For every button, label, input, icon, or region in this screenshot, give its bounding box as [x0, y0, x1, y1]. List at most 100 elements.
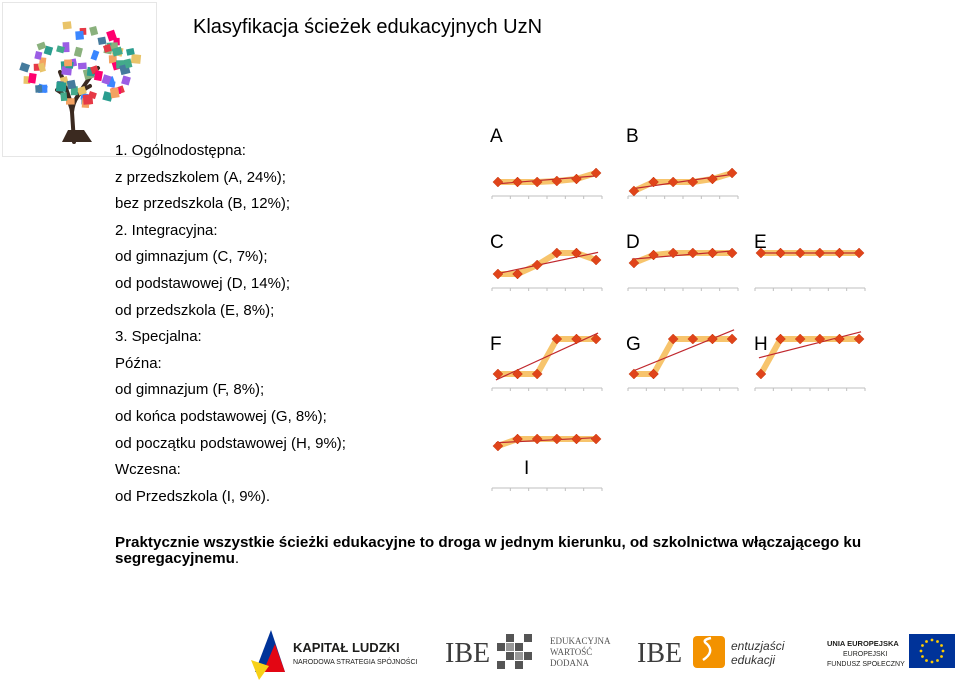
data-point — [707, 173, 718, 185]
data-point — [551, 433, 563, 445]
ew-line1: EDUKACYJNA — [550, 636, 611, 646]
data-point — [492, 368, 504, 380]
ibe-text-2: IBE — [637, 638, 682, 669]
chart-label: H — [754, 334, 768, 355]
chart-label: F — [490, 334, 502, 355]
classification-list: 1. Ogólnodostępna: z przedszkolem (A, 24%… — [115, 138, 346, 510]
kapital-ludzki-logo: KAPITAŁ LUDZKI NARODOWA STRATEGIA SPÓJNO… — [251, 630, 418, 680]
data-point — [571, 433, 582, 445]
data-point — [590, 167, 602, 179]
page-title: Klasyfikacja ścieżek edukacyjnych UzN — [193, 16, 543, 38]
data-point — [492, 440, 504, 452]
ew-line3: DODANA — [550, 658, 589, 668]
data-point — [551, 175, 563, 187]
ibe-ewd-logo: IBE EDUKACYJNA WARTOŚĆ DODANA — [445, 634, 611, 669]
list-item: od gimnazjum (C, 7%); — [115, 248, 268, 266]
list-item: od Przedszkola (I, 9%). — [115, 487, 271, 505]
conclusion-text: Praktycznie wszystkie ścieżki edukacyjne… — [115, 535, 950, 567]
data-point — [512, 176, 523, 188]
eu-logo: UNIA EUROPEJSKA EUROPEJSKI FUNDUSZ SPOŁE… — [827, 634, 955, 668]
ent-line1: entuzjaści — [731, 639, 785, 653]
chart-panel-f: F — [490, 332, 603, 391]
data-point — [628, 257, 640, 269]
trend-line — [631, 329, 735, 373]
data-point — [794, 333, 806, 345]
data-point — [853, 247, 865, 259]
data-point — [707, 333, 718, 345]
conclusion-rest: . — [234, 550, 240, 567]
data-point — [775, 333, 786, 345]
trend-line — [495, 332, 599, 381]
ibe-text-1: IBE — [445, 638, 490, 669]
data-point — [492, 176, 504, 188]
chart-panel-h: H — [754, 331, 866, 391]
data-point — [531, 433, 543, 445]
list-item: 1. Ogólnodostępna: — [115, 142, 246, 159]
data-point — [551, 247, 563, 259]
data-point — [531, 368, 543, 380]
data-point — [687, 247, 699, 259]
data-point — [814, 247, 826, 259]
data-point — [648, 368, 659, 380]
list-item: Wczesna: — [115, 461, 181, 479]
data-point — [628, 368, 640, 380]
kl-line2: NARODOWA STRATEGIA SPÓJNOŚCI — [293, 657, 418, 666]
list-item: od przedszkola (E, 8%); — [115, 301, 275, 319]
trend-line — [631, 250, 735, 260]
eu-line2: EUROPEJSKI — [843, 651, 887, 658]
chart-label: B — [626, 126, 639, 147]
data-point — [628, 185, 640, 197]
chart-panel-g: G — [626, 329, 739, 391]
chart-panel-b: B — [626, 126, 739, 199]
data-point — [667, 247, 679, 259]
data-point — [794, 247, 806, 259]
chart-label: E — [754, 232, 767, 253]
pixel-mosaic-icon — [497, 634, 532, 669]
data-point — [512, 433, 523, 445]
trend-line — [495, 251, 599, 275]
chart-panel-c: C — [490, 232, 603, 291]
data-point — [687, 176, 699, 188]
data-point — [726, 333, 738, 345]
data-point — [590, 433, 602, 445]
data-point — [571, 333, 582, 345]
series-band — [633, 336, 733, 377]
data-point — [531, 176, 543, 188]
eu-line3: FUNDUSZ SPOŁECZNY — [827, 661, 905, 668]
chart-panel-e: E — [754, 232, 866, 291]
ew-line2: WARTOŚĆ — [550, 647, 592, 657]
data-point — [726, 167, 738, 179]
data-point — [531, 259, 543, 271]
footer-logos: KAPITAŁ LUDZKI NARODOWA STRATEGIA SPÓJNO… — [251, 630, 955, 680]
chart-label: D — [626, 232, 640, 253]
data-point — [512, 268, 523, 280]
list-item: od podstawowej (D, 14%); — [115, 274, 291, 292]
ent-line2: edukacji — [731, 653, 775, 667]
tree-of-letters-logo — [2, 2, 157, 157]
conclusion-bold: Praktycznie wszystkie ścieżki edukacyjne… — [115, 534, 862, 567]
trajectory-charts: A B C D E F G H I — [490, 126, 866, 491]
list-item: z przedszkolem (A, 24%); — [115, 168, 286, 186]
data-point — [775, 247, 786, 259]
data-point — [648, 176, 659, 188]
list-item: Późna: — [115, 354, 162, 372]
chart-panel-d: D — [626, 232, 739, 291]
list-item: bez przedszkola (B, 12%); — [115, 195, 291, 213]
list-item: od końca podstawowej (G, 8%); — [115, 407, 327, 425]
data-point — [590, 333, 602, 345]
data-point — [667, 333, 679, 345]
list-item: 2. Integracyjna: — [115, 221, 218, 239]
kl-line1: KAPITAŁ LUDZKI — [293, 640, 400, 655]
data-point — [551, 333, 563, 345]
trend-line — [631, 173, 735, 190]
data-point — [755, 368, 767, 380]
trend-line — [758, 331, 862, 359]
chart-panel-a: A — [490, 126, 603, 199]
chart-label: I — [524, 458, 529, 479]
data-point — [834, 333, 845, 345]
data-point — [707, 247, 718, 259]
chart-label: C — [490, 232, 504, 253]
ibe-entuzjasci-logo: IBE entuzjaści edukacji — [637, 636, 785, 669]
list-item: 3. Specjalna: — [115, 328, 202, 346]
data-point — [492, 268, 504, 280]
